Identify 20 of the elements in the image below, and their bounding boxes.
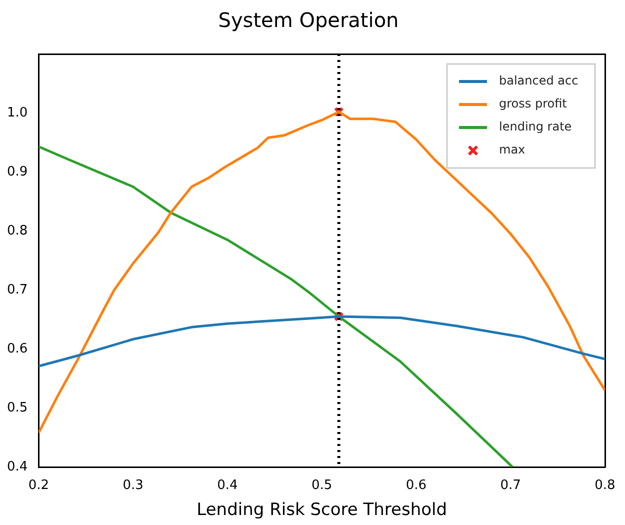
y-tick-label: 0.5 <box>6 400 28 416</box>
x-tick-label: 0.4 <box>217 478 238 494</box>
y-tick-label: 0.9 <box>6 164 28 180</box>
x-tick-label: 0.6 <box>406 478 427 494</box>
y-tick-label: 0.4 <box>6 459 28 474</box>
legend-label: gross profit <box>499 96 568 111</box>
y-tick-label: 0.6 <box>6 341 28 356</box>
x-tick-label: 0.7 <box>500 478 521 494</box>
legend-label: lending rate <box>499 120 572 134</box>
x-tick-label: 0.2 <box>28 478 50 494</box>
x-tick-label: 0.5 <box>311 478 332 494</box>
y-tick-label: 0.8 <box>6 223 28 238</box>
y-tick-label: 0.7 <box>6 282 28 298</box>
legend-label: max <box>499 142 526 157</box>
x-axis-title: Lending Risk Score Threshold <box>196 500 447 520</box>
x-tick-label: 0.8 <box>594 478 616 494</box>
y-tick-label: 1.0 <box>6 105 28 120</box>
x-tick-label: 0.3 <box>122 478 144 494</box>
legend-label: balanced acc <box>499 74 578 88</box>
chart-title: System Operation <box>218 8 399 32</box>
